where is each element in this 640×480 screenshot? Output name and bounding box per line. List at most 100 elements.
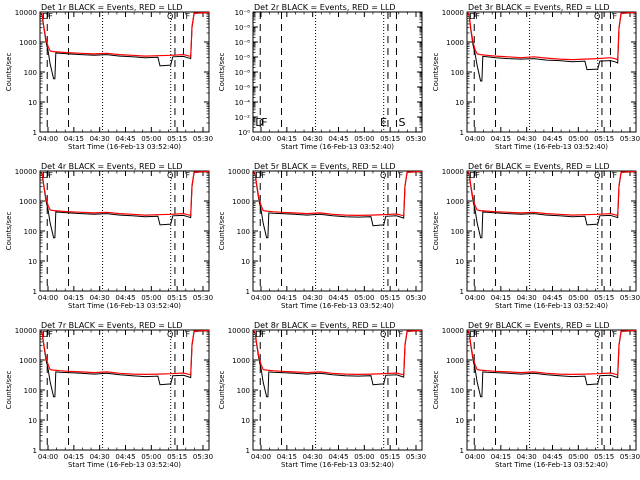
y-tick-label: 1 [246,447,250,455]
y-tick-label: 10 [455,417,464,425]
panel-title: Det 1r BLACK = Events, RED = LLD [41,3,183,12]
series-events-line [467,12,637,82]
x-tick-label: 04:15 [64,294,84,302]
y-tick-label: 100 [451,69,464,77]
y-tick-label: 10⁻⁴ [235,99,251,107]
x-tick-label: 05:15 [167,294,187,302]
y-axis-label: Counts/sec [432,371,440,410]
y-tick-label: 1000 [19,198,37,206]
interval-marker: F [398,171,403,180]
x-tick-label: 04:30 [517,135,537,143]
interval-marker: D [469,171,475,180]
y-tick-label: 10 [455,99,464,107]
x-tick-label: 05:00 [141,453,161,461]
panel-title: Det 8r BLACK = Events, RED = LLD [254,321,396,330]
x-tick-label: 05:15 [380,294,400,302]
chart-panel-4: Det 4r BLACK = Events, RED = LLD 1 10 100 10… [5,162,213,310]
y-tick-label: 100 [451,228,464,236]
interval-marker: Q [167,12,173,21]
x-tick-label: 04:00 [465,135,485,143]
x-tick-label: 04:15 [491,453,511,461]
y-tick-label: 10 [28,417,37,425]
interval-marker: E [380,116,387,129]
x-tick-label: 04:15 [277,294,297,302]
interval-marker: Q [380,330,386,339]
y-tick-label: 1 [33,447,37,455]
x-axis-label: Start Time (16-Feb-13 03:52:40) [495,461,608,469]
y-tick-label: 1 [460,129,464,137]
series-lld-line [253,329,423,376]
x-axis-label: Start Time (16-Feb-13 03:52:40) [68,143,181,151]
x-tick-label: 04:15 [491,294,511,302]
interval-marker: F [475,171,480,180]
x-tick-label: 05:30 [193,135,213,143]
y-axis-label: Counts/sec [5,212,13,251]
y-tick-label: 10 [28,99,37,107]
x-tick-label: 05:00 [568,453,588,461]
chart-panel-7: Det 7r BLACK = Events, RED = LLD 1 10 100 10… [5,321,213,469]
y-axis-label: Counts/sec [218,371,226,410]
panel-title: Det 4r BLACK = Events, RED = LLD [41,162,183,171]
chart-panel-3: Det 3r BLACK = Events, RED = LLD 1 10 100 10… [432,3,640,151]
panel-title: Det 6r BLACK = Events, RED = LLD [468,162,610,171]
x-tick-label: 05:30 [620,135,640,143]
interval-marker: F [185,171,190,180]
y-tick-label: 100 [237,387,250,395]
y-tick-label: 1 [460,447,464,455]
interval-marker: D [255,171,261,180]
x-tick-label: 04:15 [277,135,297,143]
x-tick-label: 04:00 [251,453,271,461]
interval-marker: F [185,12,190,21]
x-tick-label: 04:30 [303,135,323,143]
x-axis-label: Start Time (16-Feb-13 03:52:40) [68,302,181,310]
x-tick-label: 05:00 [141,294,161,302]
x-tick-label: 04:00 [465,453,485,461]
chart-panel-1: Det 1r BLACK = Events, RED = LLD 1 10 100 10… [5,3,213,151]
y-tick-label: 1 [33,129,37,137]
interval-marker: F [261,116,267,129]
y-tick-label: 100 [24,228,37,236]
y-tick-label: 10000 [442,9,464,17]
y-tick-label: 10000 [442,168,464,176]
y-tick-label: 1000 [446,357,464,365]
y-tick-label: 1000 [446,198,464,206]
y-tick-label: 10 [241,417,250,425]
x-tick-label: 05:30 [406,294,426,302]
interval-marker: F [398,330,403,339]
chart-panel-6: Det 6r BLACK = Events, RED = LLD 1 10 100 10… [432,162,640,310]
chart-panel-2: Det 2r BLACK = Events, RED = LLD 10⁰ 10⁻² 1… [218,3,426,151]
y-tick-label: 10000 [442,327,464,335]
x-tick-label: 04:45 [542,453,562,461]
interval-marker: D [469,12,475,21]
interval-marker: S [398,116,405,129]
x-tick-label: 05:00 [354,135,374,143]
interval-marker: D [469,330,475,339]
x-tick-label: 04:15 [64,135,84,143]
x-tick-label: 05:15 [167,453,187,461]
x-tick-label: 04:15 [277,453,297,461]
x-tick-label: 04:45 [328,135,348,143]
y-tick-label: 100 [237,228,250,236]
x-axis-label: Start Time (16-Feb-13 03:52:40) [281,461,394,469]
series-events-line [40,330,210,398]
series-events-line [253,171,423,239]
x-tick-label: 05:15 [594,294,614,302]
y-axis-label: Counts/sec [432,53,440,92]
y-tick-label: 10000 [228,327,250,335]
chart-panel-9: Det 9r BLACK = Events, RED = LLD 1 10 100 10… [432,321,640,469]
x-tick-label: 04:45 [328,453,348,461]
interval-marker: D [42,330,48,339]
y-tick-label: 10000 [15,9,37,17]
x-tick-label: 04:45 [115,135,135,143]
x-axis-label: Start Time (16-Feb-13 03:52:40) [281,302,394,310]
x-tick-label: 04:45 [328,294,348,302]
interval-marker: F [261,171,266,180]
interval-marker: F [612,12,617,21]
y-tick-label: 10⁻⁸ [235,69,251,77]
y-axis-label: Counts/sec [218,53,226,92]
y-tick-label: 10000 [15,168,37,176]
interval-marker: Q [594,330,600,339]
panel-title: Det 9r BLACK = Events, RED = LLD [468,321,610,330]
series-events-line [467,171,637,239]
x-tick-label: 05:15 [380,135,400,143]
